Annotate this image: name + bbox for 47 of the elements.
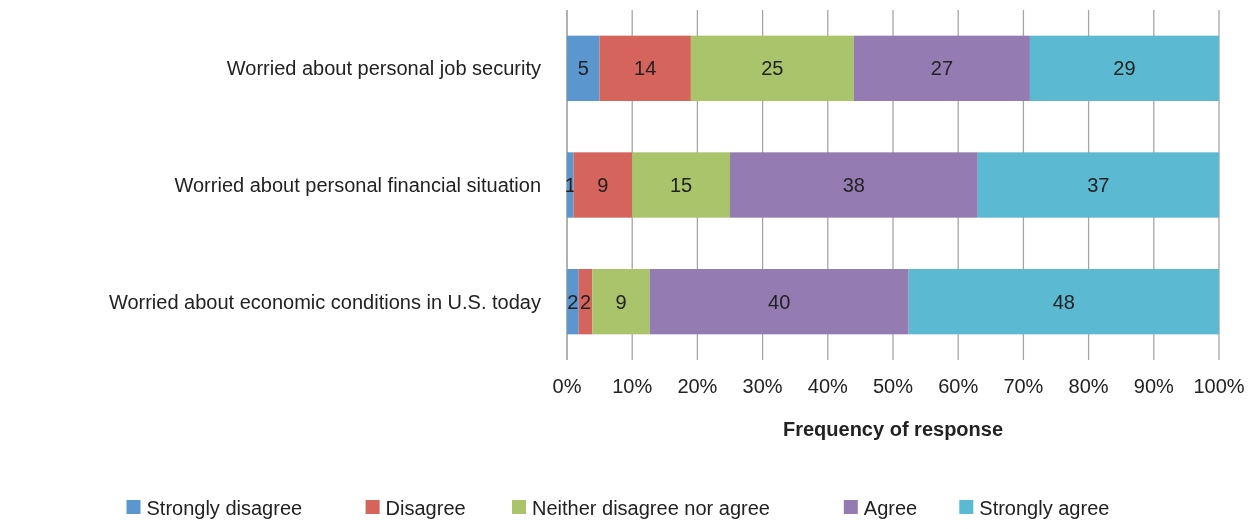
x-tick-label: 50% bbox=[872, 375, 914, 397]
x-tick-label: 90% bbox=[1133, 375, 1175, 397]
data-label: 2 bbox=[567, 290, 579, 313]
bar bbox=[592, 269, 650, 335]
y-tick-label: Worried about personal job security bbox=[226, 57, 541, 80]
x-tick-label: 70% bbox=[1003, 375, 1044, 397]
bar bbox=[730, 152, 978, 218]
bar bbox=[567, 269, 579, 335]
bar bbox=[977, 152, 1219, 218]
x-tick-label: 10% bbox=[612, 375, 653, 397]
legend-label: Agree bbox=[863, 497, 918, 519]
data-label: 29 bbox=[1113, 57, 1136, 80]
x-tick-label: 20% bbox=[677, 375, 718, 397]
x-axis-title: Frequency of response bbox=[782, 418, 1004, 440]
legend-label: Neither disagree nor agree bbox=[532, 497, 770, 519]
data-label: 48 bbox=[1052, 290, 1075, 313]
bar bbox=[690, 35, 854, 101]
bar bbox=[567, 35, 600, 101]
x-tick-label: 80% bbox=[1068, 375, 1109, 397]
data-label: 37 bbox=[1087, 174, 1110, 196]
x-tick-label: 40% bbox=[807, 375, 849, 397]
legend-label: Strongly disagree bbox=[146, 497, 303, 519]
legend-label: Strongly agree bbox=[979, 497, 1110, 519]
data-label: 9 bbox=[615, 290, 627, 313]
x-tick-label: 0% bbox=[552, 375, 582, 397]
data-label: 14 bbox=[634, 57, 657, 80]
bar bbox=[599, 35, 691, 101]
data-label: 38 bbox=[842, 174, 866, 196]
data-label: 40 bbox=[768, 290, 791, 313]
legend-label: Disagree bbox=[385, 497, 466, 519]
data-label: 27 bbox=[930, 57, 954, 80]
x-tick-label: 100% bbox=[1193, 375, 1245, 397]
bar bbox=[908, 269, 1219, 335]
data-label: 2 bbox=[580, 290, 592, 313]
y-tick-label: Worried about economic conditions in U.S. today bbox=[108, 290, 541, 313]
bar bbox=[649, 269, 909, 335]
bar bbox=[632, 152, 730, 218]
data-label: 25 bbox=[761, 57, 784, 80]
bar bbox=[853, 35, 1030, 101]
y-tick-label: Worried about personal financial situation bbox=[174, 174, 541, 196]
bar bbox=[573, 152, 633, 218]
x-tick-label: 30% bbox=[742, 375, 783, 397]
bar bbox=[1029, 35, 1219, 101]
x-tick-label: 60% bbox=[938, 375, 979, 397]
data-label: 5 bbox=[577, 57, 589, 80]
data-label: 15 bbox=[669, 174, 693, 196]
data-label: 9 bbox=[597, 174, 609, 196]
